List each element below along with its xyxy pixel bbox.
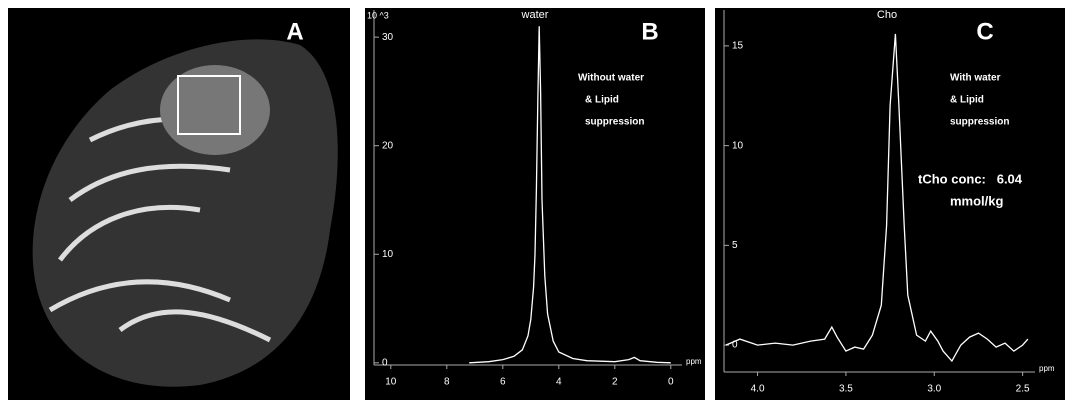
spectrum-line xyxy=(469,26,671,364)
panel-background xyxy=(365,8,705,400)
x-tick-label: 2.5 xyxy=(1016,384,1030,395)
x-tick-label: 0 xyxy=(668,377,674,388)
x-tick-label: 3.5 xyxy=(839,384,853,395)
panel-label: C xyxy=(976,18,993,45)
peak-label: water xyxy=(521,9,549,21)
voxel-box xyxy=(177,75,241,135)
x-tick-label: 3.0 xyxy=(927,384,941,395)
peak-label: Cho xyxy=(877,9,897,21)
x-tick-label: 10 xyxy=(385,377,397,388)
annotation: tCho conc: 6.04 xyxy=(918,171,1023,186)
annotation: & Lipid xyxy=(950,95,984,106)
y-tick-label: 15 xyxy=(732,41,744,52)
x-tick-label: 2 xyxy=(612,377,618,388)
panel-label: A xyxy=(286,18,303,45)
lesion xyxy=(160,65,270,155)
fibroglandular-strands xyxy=(48,116,272,343)
y-tick-label: 5 xyxy=(732,240,738,251)
spectrum-line xyxy=(725,33,1029,363)
y-tick-label: 20 xyxy=(382,140,394,151)
x-tick-label: 4 xyxy=(556,377,562,388)
y-tick-label: 0 xyxy=(382,357,388,368)
annotation: & Lipid xyxy=(585,95,619,106)
y-axis-label: 10 ^3 xyxy=(367,10,389,20)
x-tick-label: 4.0 xyxy=(751,384,765,395)
annotation: suppression xyxy=(585,117,644,128)
y-tick-label: 10 xyxy=(382,249,394,260)
x-tick-label: 8 xyxy=(444,377,450,388)
annotation: suppression xyxy=(950,117,1009,128)
mri-panel: A xyxy=(8,8,350,400)
x-axis-label: ppm xyxy=(686,357,702,366)
y-tick-label: 0 xyxy=(732,340,738,351)
annotation: mmol/kg xyxy=(950,193,1004,208)
annotation: Without water xyxy=(578,73,644,84)
x-axis-label: ppm xyxy=(1039,364,1055,373)
x-tick-label: 6 xyxy=(500,377,506,388)
annotation: With water xyxy=(950,73,1001,84)
y-tick-label: 10 xyxy=(732,140,744,151)
panel-background xyxy=(715,8,1065,400)
panel-label: B xyxy=(641,18,658,45)
y-tick-label: 30 xyxy=(382,32,394,43)
